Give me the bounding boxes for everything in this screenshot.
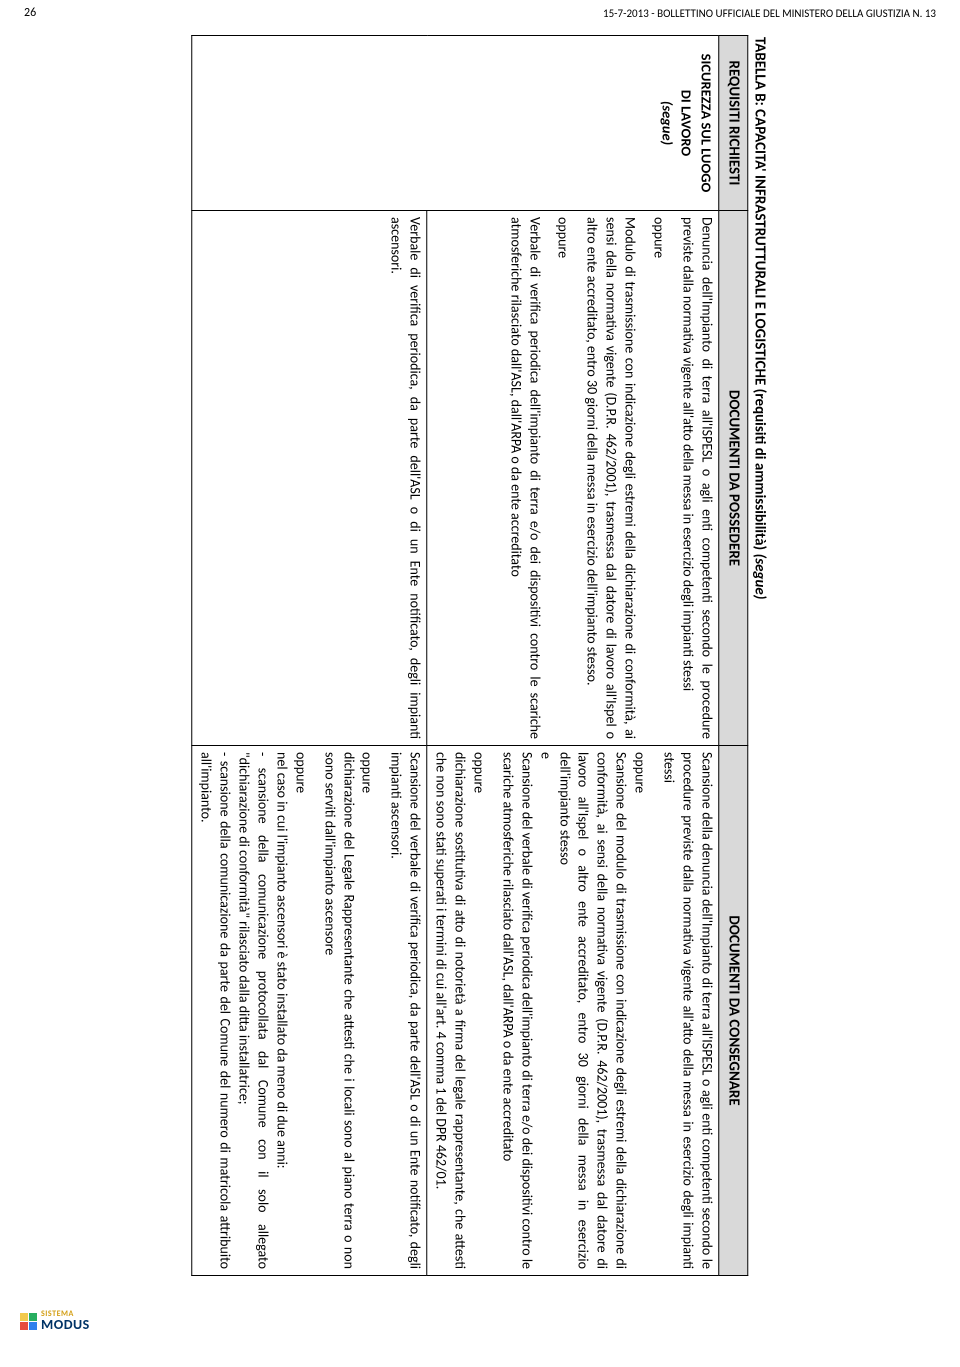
title-prefix: TABELLA B: CAPACITA' INFRASTRUTTURALI E … xyxy=(750,37,768,554)
possedere-cell-1: Denuncia dell'Impianto di terra all'ISPE… xyxy=(427,211,718,746)
paragraph: Denuncia dell'Impianto di terra all'ISPE… xyxy=(677,217,715,739)
paragraph: dichiarazione del Legale Rappresentante … xyxy=(319,752,357,1269)
header-possedere: DOCUMENTI DA POSSEDERE xyxy=(719,211,748,746)
paragraph: Scansione della denuncia dell'Impianto d… xyxy=(658,752,715,1269)
title-suffix: (segue) xyxy=(750,554,768,600)
table-header-row: REQUISITI RICHIESTI DOCUMENTI DA POSSEDE… xyxy=(719,36,748,1276)
page-header: 26 15-7-2013 - BOLLETTINO UFFICIALE DEL … xyxy=(0,0,960,24)
possedere-cell-2: Verbale di verifica periodica, da parte … xyxy=(192,211,427,746)
paragraph: Verbale di verifica periodica, da parte … xyxy=(386,217,424,739)
oppure: oppure xyxy=(553,217,572,739)
oppure: oppure xyxy=(290,752,309,1269)
req-line-segue: (segue) xyxy=(656,42,676,204)
paragraph: Scansione del verbale di verifica period… xyxy=(386,752,424,1269)
document-body: TABELLA B: CAPACITA' INFRASTRUTTURALI E … xyxy=(192,35,769,1275)
paragraph: Scansione del modulo di trasmissione con… xyxy=(554,752,630,1269)
logo-icon xyxy=(20,1313,37,1330)
page-number: 26 xyxy=(24,6,36,20)
header-requisiti: REQUISITI RICHIESTI xyxy=(719,36,748,211)
logo-modus: MODUS xyxy=(41,1318,90,1332)
table-row: SICUREZZA SUL LUOGO DI LAVORO (segue) De… xyxy=(427,36,718,1276)
table-title: TABELLA B: CAPACITA' INFRASTRUTTURALI E … xyxy=(750,35,768,1275)
paragraph: Modulo di trasmissione con indicazione d… xyxy=(582,217,639,739)
table-row: Verbale di verifica periodica, da parte … xyxy=(192,36,427,1276)
oppure: oppure xyxy=(357,752,376,1269)
header-title: 15-7-2013 - BOLLETTINO UFFICIALE DEL MIN… xyxy=(603,7,936,20)
paragraph: - scansione della comunicazione da parte… xyxy=(196,752,234,1269)
oppure: oppure xyxy=(629,752,648,1269)
paragraph: nel caso in cui l'impianto ascensori è s… xyxy=(271,752,290,1269)
consegnare-cell-2: Scansione del verbale di verifica period… xyxy=(192,746,427,1276)
oppure: oppure xyxy=(648,217,667,739)
requirements-table: REQUISITI RICHIESTI DOCUMENTI DA POSSEDE… xyxy=(192,35,749,1276)
header-consegnare: DOCUMENTI DA CONSEGNARE xyxy=(719,746,748,1276)
e-connector: e xyxy=(535,752,554,1269)
oppure: oppure xyxy=(468,752,487,1269)
paragraph: dichiarazione sostitutiva di atto di not… xyxy=(431,752,469,1269)
requisito-cell: SICUREZZA SUL LUOGO DI LAVORO (segue) xyxy=(192,36,718,211)
paragraph: Verbale di verifica periodica dell'impia… xyxy=(505,217,543,739)
logo: SISTEMA MODUS xyxy=(20,1310,90,1332)
paragraph: Scansione del verbale di verifica period… xyxy=(497,752,535,1269)
logo-text: SISTEMA MODUS xyxy=(41,1310,90,1332)
req-line: DI LAVORO xyxy=(676,42,696,204)
paragraph: - scansione della comunicazione protocol… xyxy=(234,752,272,1269)
req-line: SICUREZZA SUL LUOGO xyxy=(695,42,715,204)
consegnare-cell-1: Scansione della denuncia dell'Impianto d… xyxy=(427,746,718,1276)
